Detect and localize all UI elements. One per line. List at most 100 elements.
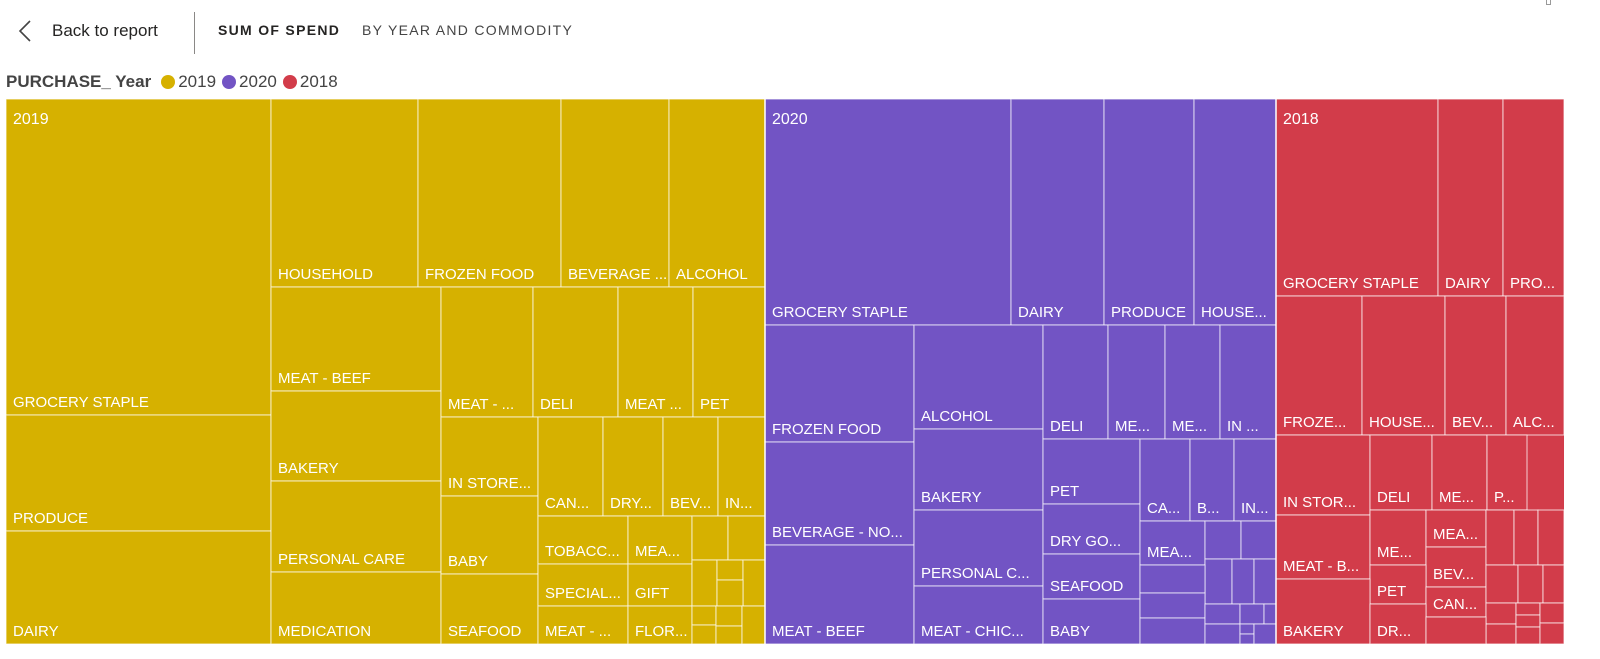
treemap-small-tile[interactable]	[1485, 623, 1517, 645]
treemap-small-tile[interactable]	[715, 625, 743, 645]
treemap-tile[interactable]	[1369, 603, 1427, 645]
treemap-small-tile[interactable]	[1485, 509, 1515, 566]
treemap-tile[interactable]	[560, 98, 670, 288]
treemap-tile[interactable]	[1193, 98, 1277, 326]
treemap-small-tile[interactable]	[1517, 564, 1544, 604]
header-divider	[194, 12, 195, 54]
treemap-tile[interactable]	[1425, 586, 1487, 618]
legend-item-2019[interactable]: 2019	[161, 72, 216, 92]
treemap-tile[interactable]	[5, 98, 272, 416]
treemap-tile[interactable]	[1369, 434, 1433, 511]
treemap-tile[interactable]	[270, 98, 419, 288]
treemap-tile[interactable]	[1219, 324, 1277, 440]
treemap-tile[interactable]	[1042, 324, 1109, 440]
treemap-small-tile[interactable]	[1204, 558, 1233, 605]
treemap-tile[interactable]	[913, 509, 1044, 587]
treemap-small-tile[interactable]	[1485, 602, 1517, 625]
treemap-small-tile[interactable]	[1515, 614, 1541, 628]
treemap-tile[interactable]	[617, 286, 694, 418]
treemap-tile[interactable]	[1139, 438, 1191, 522]
treemap-tile[interactable]	[440, 495, 539, 575]
treemap-tile[interactable]	[764, 324, 915, 443]
treemap-small-tile[interactable]	[1539, 622, 1565, 645]
treemap-tile[interactable]	[537, 563, 629, 607]
treemap-small-tile[interactable]	[727, 515, 766, 561]
treemap-tile[interactable]	[440, 573, 539, 645]
treemap-tile[interactable]	[270, 286, 442, 392]
treemap-small-tile[interactable]	[741, 605, 766, 645]
legend-item-2018[interactable]: 2018	[282, 72, 338, 92]
treemap-small-tile[interactable]	[691, 559, 718, 607]
treemap-small-tile[interactable]	[1542, 564, 1565, 604]
treemap-small-tile[interactable]	[1239, 603, 1265, 625]
treemap-small-tile[interactable]	[1425, 616, 1487, 645]
treemap-tile[interactable]	[270, 480, 442, 573]
treemap-small-tile[interactable]	[1253, 623, 1277, 645]
treemap-tile[interactable]	[1486, 434, 1528, 511]
treemap-tile[interactable]	[717, 416, 766, 517]
treemap-small-tile[interactable]	[1240, 520, 1277, 560]
treemap-tile[interactable]	[913, 585, 1044, 645]
treemap-tile[interactable]	[1189, 438, 1235, 522]
treemap-tile[interactable]	[764, 98, 1012, 326]
treemap-tile[interactable]	[602, 416, 664, 517]
treemap-tile-label: IN ...	[1227, 418, 1259, 435]
treemap-small-tile[interactable]	[1253, 558, 1277, 605]
treemap-tile[interactable]	[1437, 98, 1504, 297]
treemap-tile[interactable]	[1010, 98, 1105, 326]
treemap-tile[interactable]	[5, 530, 272, 645]
treemap-tile[interactable]	[1042, 553, 1141, 600]
treemap-tile[interactable]	[764, 544, 915, 645]
treemap-small-tile[interactable]	[1139, 617, 1206, 645]
treemap-tile[interactable]	[440, 286, 534, 418]
treemap-small-tile[interactable]	[1263, 603, 1277, 625]
treemap-small-tile[interactable]	[691, 605, 717, 626]
treemap-tile[interactable]	[627, 515, 693, 565]
treemap-small-tile[interactable]	[691, 515, 729, 561]
treemap-small-tile[interactable]	[1537, 509, 1565, 566]
treemap-tile[interactable]	[1107, 324, 1166, 440]
treemap-tile[interactable]	[532, 286, 619, 418]
treemap-small-tile[interactable]	[1204, 603, 1241, 625]
treemap-small-tile[interactable]	[1204, 623, 1241, 645]
treemap-tile-label: FROZEN FOOD	[425, 266, 534, 283]
treemap-small-tile[interactable]	[1515, 626, 1541, 645]
treemap-tile-label: IN...	[725, 495, 753, 512]
treemap-small-tile[interactable]	[715, 605, 743, 627]
treemap-tile[interactable]	[270, 571, 442, 645]
treemap-tile[interactable]	[913, 428, 1044, 511]
treemap-small-tile[interactable]	[1539, 602, 1565, 624]
treemap-tile[interactable]	[1233, 438, 1277, 522]
treemap-small-tile[interactable]	[1513, 509, 1539, 566]
treemap-small-tile[interactable]	[1485, 564, 1519, 604]
treemap-tile[interactable]	[1275, 295, 1363, 436]
treemap-small-tile[interactable]	[1239, 633, 1255, 645]
treemap-tile[interactable]	[668, 98, 766, 288]
back-to-report-button[interactable]: Back to report	[18, 14, 158, 48]
legend-dot-2019	[161, 75, 176, 89]
treemap-small-tile[interactable]	[1139, 592, 1206, 619]
treemap-tile[interactable]	[270, 390, 442, 482]
treemap-small-tile[interactable]	[1204, 520, 1242, 560]
treemap-small-tile[interactable]	[1515, 602, 1541, 616]
treemap-tile[interactable]	[1103, 98, 1195, 326]
treemap-tile[interactable]	[1042, 503, 1141, 555]
treemap-small-tile[interactable]	[691, 624, 717, 645]
treemap-small-tile[interactable]	[742, 559, 766, 607]
treemap-small-tile[interactable]	[1239, 623, 1255, 635]
treemap-small-tile[interactable]	[1139, 564, 1206, 594]
treemap-tile[interactable]	[537, 416, 604, 517]
treemap-tile[interactable]	[417, 98, 562, 288]
treemap-tile[interactable]	[1042, 598, 1141, 645]
treemap-tile[interactable]	[1042, 438, 1141, 505]
treemap-tile[interactable]	[5, 414, 272, 532]
treemap-tile[interactable]	[1502, 98, 1565, 297]
treemap-tile[interactable]	[440, 416, 539, 497]
legend-item-2020[interactable]: 2020	[222, 72, 277, 92]
treemap-tile[interactable]	[1275, 98, 1439, 297]
treemap-tile[interactable]	[1505, 295, 1565, 436]
treemap-tile[interactable]	[537, 605, 629, 645]
treemap-small-tile[interactable]	[716, 579, 744, 607]
treemap-small-tile[interactable]	[1231, 558, 1255, 605]
treemap-small-tile[interactable]	[716, 559, 744, 581]
